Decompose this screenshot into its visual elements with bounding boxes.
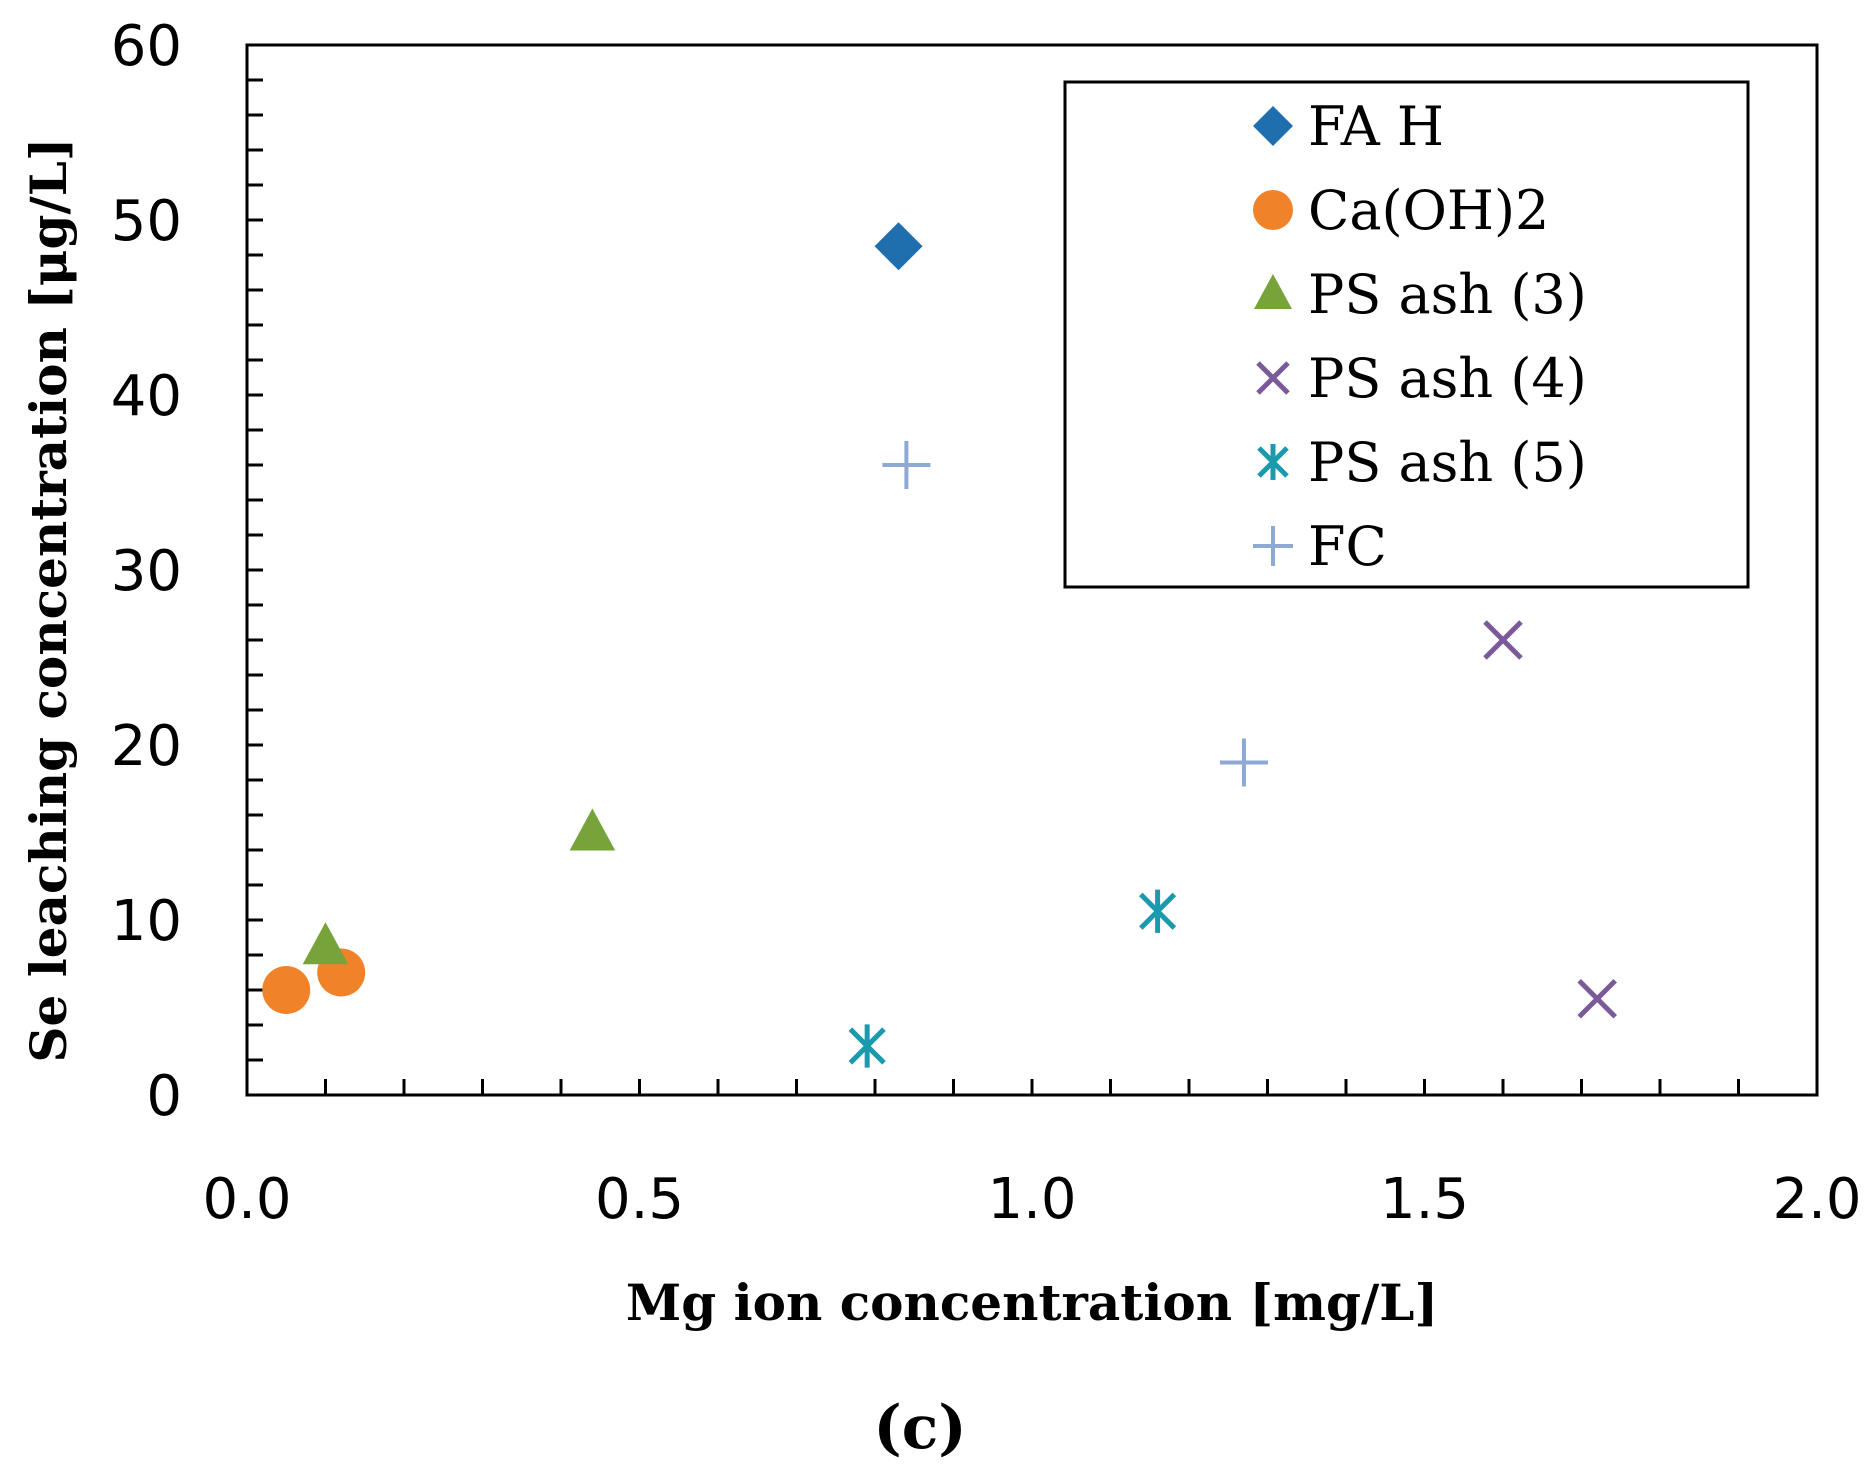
- y-tick-label: 30: [111, 539, 182, 604]
- legend-marker: [1256, 361, 1290, 395]
- y-tick-labels: 0 10 20 30 40 50 60: [111, 14, 182, 1129]
- legend-marker: [1253, 190, 1293, 230]
- legend-marker: [1254, 274, 1292, 309]
- legend-label: FC: [1308, 515, 1387, 578]
- data-point: [262, 966, 311, 1014]
- legend: FA H Ca(OH)2 PS ash (3) PS ash (4) PS ash (5…: [1063, 80, 1750, 589]
- data-point: [882, 441, 931, 489]
- legend-label: PS ash (3): [1308, 263, 1587, 326]
- x-tick-label: 1.5: [1380, 1167, 1469, 1232]
- x-tick-labels: 0.0 0.5 1.0 1.5 2.0: [202, 1167, 1861, 1232]
- data-points: [262, 222, 1617, 1068]
- x-axis-title: Mg ion concentration [mg/L]: [626, 1273, 1438, 1332]
- legend-items: FA H Ca(OH)2 PS ash (3) PS ash (4) PS ash (5…: [1253, 95, 1587, 578]
- y-axis-title: Se leaching concentration [μg/L]: [19, 137, 78, 1062]
- legend-label: FA H: [1308, 95, 1444, 158]
- legend-label: PS ash (5): [1308, 431, 1587, 494]
- data-point: [1139, 889, 1177, 933]
- data-point: [874, 222, 923, 271]
- legend-marker: [1253, 526, 1293, 566]
- x-tick-label: 2.0: [1772, 1167, 1861, 1232]
- legend-marker: [1253, 106, 1293, 146]
- y-tick-label: 50: [111, 189, 182, 254]
- data-point: [1219, 738, 1268, 787]
- legend-label: PS ash (4): [1308, 347, 1587, 410]
- x-tick-label: 0.0: [202, 1167, 291, 1232]
- data-point: [569, 808, 616, 851]
- x-tick-label: 0.5: [595, 1167, 684, 1232]
- data-point: [1483, 620, 1523, 660]
- y-tick-label: 60: [111, 14, 182, 79]
- legend-box: [1063, 80, 1750, 589]
- y-tick-label: 20: [111, 714, 182, 779]
- panel-label: (c): [873, 1393, 966, 1463]
- x-tick-label: 1.0: [987, 1167, 1076, 1232]
- data-point: [848, 1024, 886, 1068]
- y-tick-label: 0: [146, 1064, 182, 1129]
- data-point: [1577, 978, 1617, 1019]
- y-tick-label: 40: [111, 364, 182, 429]
- y-tick-label: 10: [111, 889, 182, 954]
- minor-ticks: [247, 78, 1740, 1095]
- legend-label: Ca(OH)2: [1308, 179, 1549, 242]
- data-point: [302, 922, 349, 965]
- legend-marker: [1257, 444, 1289, 480]
